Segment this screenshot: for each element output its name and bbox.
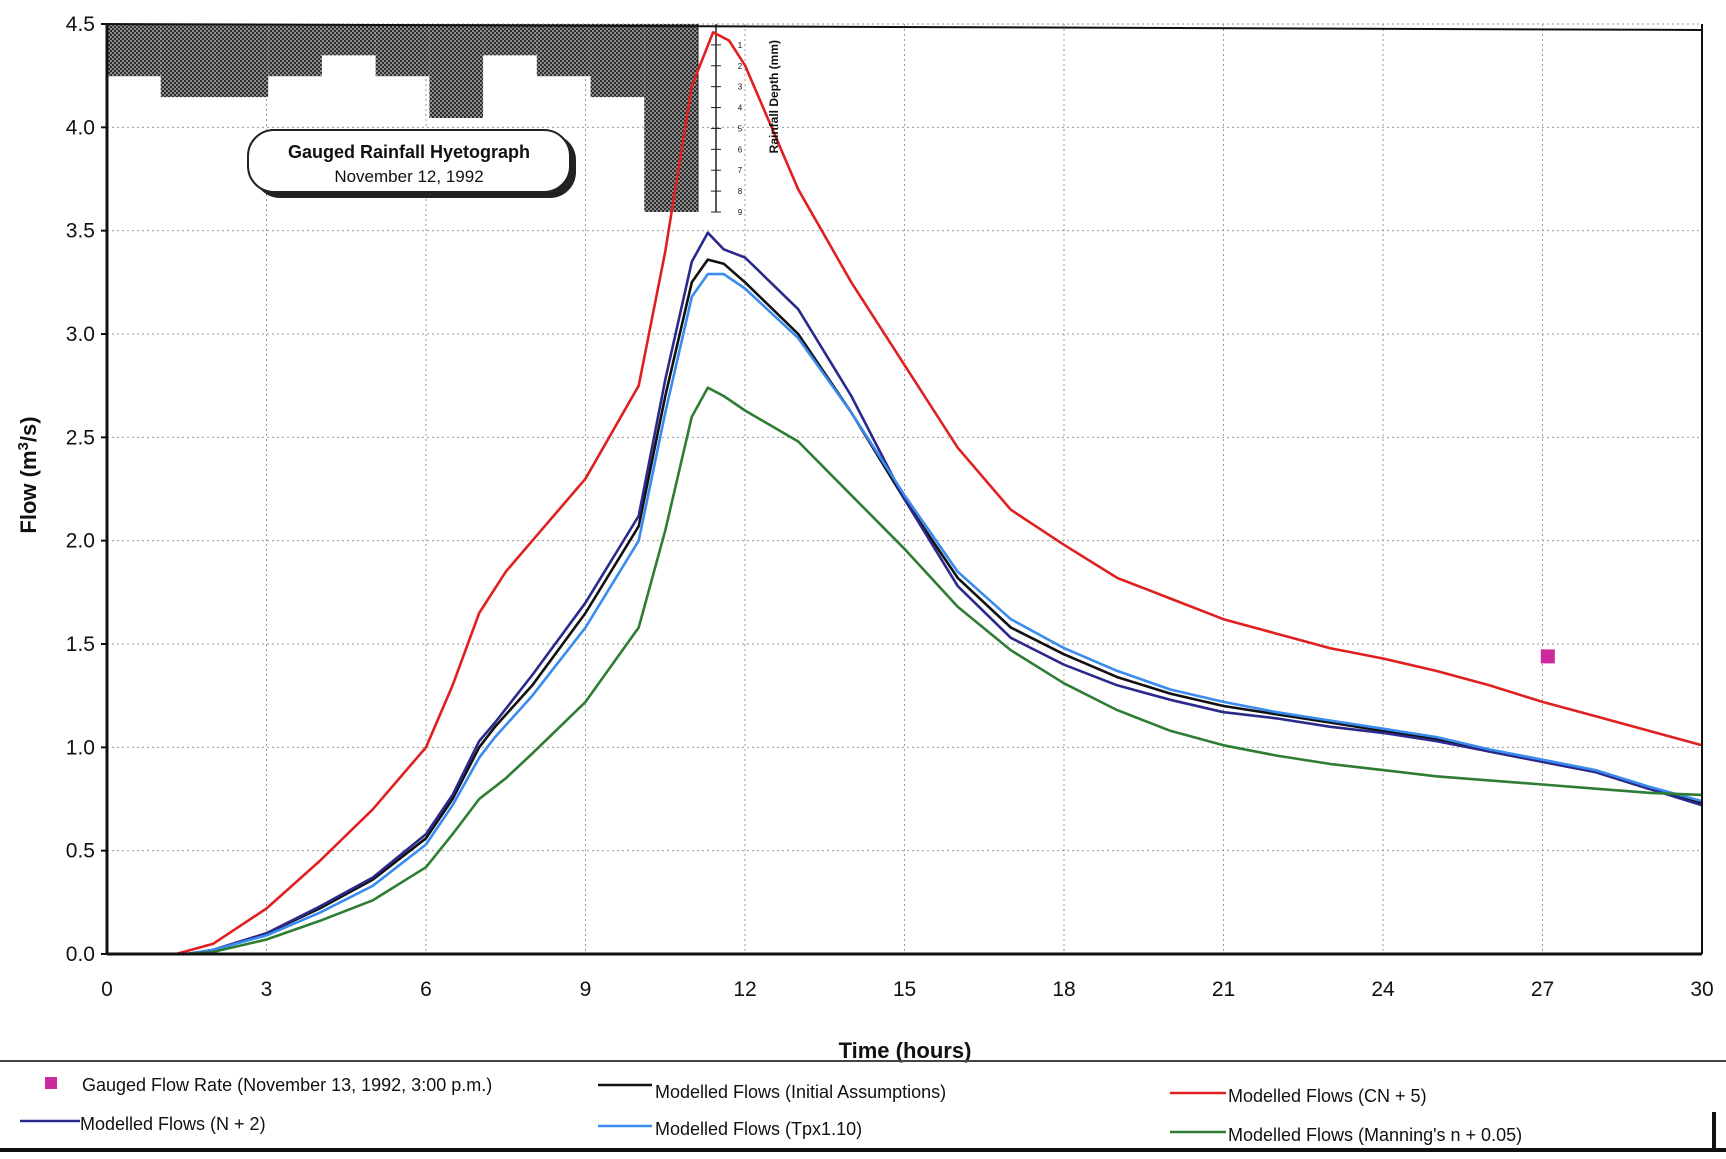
rainfall-bar [483,24,537,56]
gauged-flow-point [1540,649,1555,664]
rainfall-tick-label: 4 [738,104,743,113]
x-tick-label: 27 [1531,978,1554,1001]
y-tick-label: 1.0 [66,736,95,759]
top-border [106,23,1703,31]
legend-marker-gauged [45,1077,57,1089]
y-tick-label: 2.5 [66,426,95,449]
rainfall-bar [321,24,376,56]
y-tick-label: 4.5 [66,13,95,36]
y-tick-label: 2.0 [66,530,95,553]
x-tick-label: 18 [1052,978,1075,1001]
rainfall-bar [590,24,645,98]
legend-label-gauged: Gauged Flow Rate (November 13, 1992, 3:0… [82,1075,492,1095]
rainfall-tick-label: 2 [738,62,743,71]
rainfall-depth-label: Rainfall Depth (mm) [767,40,781,153]
x-tick-label: 15 [893,978,916,1001]
y-tick-label: 0.0 [66,943,95,966]
rainfall-tick-label: 3 [738,83,743,92]
rainfall-bar [214,24,269,98]
y-tick-label: 4.0 [66,116,95,139]
x-tick-label: 9 [580,978,592,1001]
x-tick-label: 0 [101,978,113,1001]
series-line [107,386,1703,956]
hyetograph: 1 2 3 4 5 6 7 8 9 [107,24,743,217]
x-tick-label: 24 [1371,978,1395,1001]
series-line [107,272,1703,956]
series-line [107,30,1703,956]
y-tick-label: 3.0 [66,323,95,346]
rainfall-tick-label: 7 [738,166,743,175]
rainfall-bar [644,24,698,212]
rainfall-tick-label: 6 [738,145,743,154]
hyetograph-subtitle: November 12, 1992 [334,167,483,186]
tick-labels: 0 3 6 9 12 15 18 21 24 27 300.00.51.01.52.02.53.03… [66,13,1714,1001]
x-tick-label: 30 [1690,978,1713,1001]
legend-label-manning: Modelled Flows (Manning's n + 0.05) [1228,1125,1522,1145]
legend-label-n2: Modelled Flows (N + 2) [80,1114,266,1134]
y-axis-label: Flow (m3/s) [15,416,42,533]
rainfall-tick-label: 8 [738,187,743,196]
rainfall-bar [160,24,215,98]
axes [101,23,1703,956]
rainfall-bar [268,24,322,77]
rainfall-bar [536,24,591,77]
rainfall-tick-label: 5 [738,124,743,133]
rainfall-tick-label: 9 [738,208,743,217]
rainfall-tick-label: 1 [738,41,743,50]
legend-label-cn5: Modelled Flows (CN + 5) [1228,1086,1427,1106]
hyetograph-title: Gauged Rainfall Hyetograph [288,142,530,162]
legend: Gauged Flow Rate (November 13, 1992, 3:0… [0,1060,1726,1152]
series-line [107,258,1703,956]
hyetograph-label-box: Gauged Rainfall Hyetograph November 12, … [247,129,576,198]
y-tick-label: 3.5 [66,220,95,243]
y-tick-label: 0.5 [66,840,95,863]
series-line [107,231,1703,956]
x-tick-label: 3 [261,978,273,1001]
x-tick-label: 21 [1212,978,1235,1001]
x-tick-label: 6 [420,978,432,1001]
rainfall-bar [375,24,430,77]
legend-label-tpx: Modelled Flows (Tpx1.10) [655,1119,862,1139]
x-axis-label: Time (hours) [839,1038,972,1063]
series-lines [107,30,1703,956]
x-tick-label: 12 [733,978,756,1001]
legend-label-initial: Modelled Flows (Initial Assumptions) [655,1082,946,1102]
rainfall-bar [107,24,161,77]
rainfall-bar [429,24,484,118]
y-tick-label: 1.5 [66,633,95,656]
